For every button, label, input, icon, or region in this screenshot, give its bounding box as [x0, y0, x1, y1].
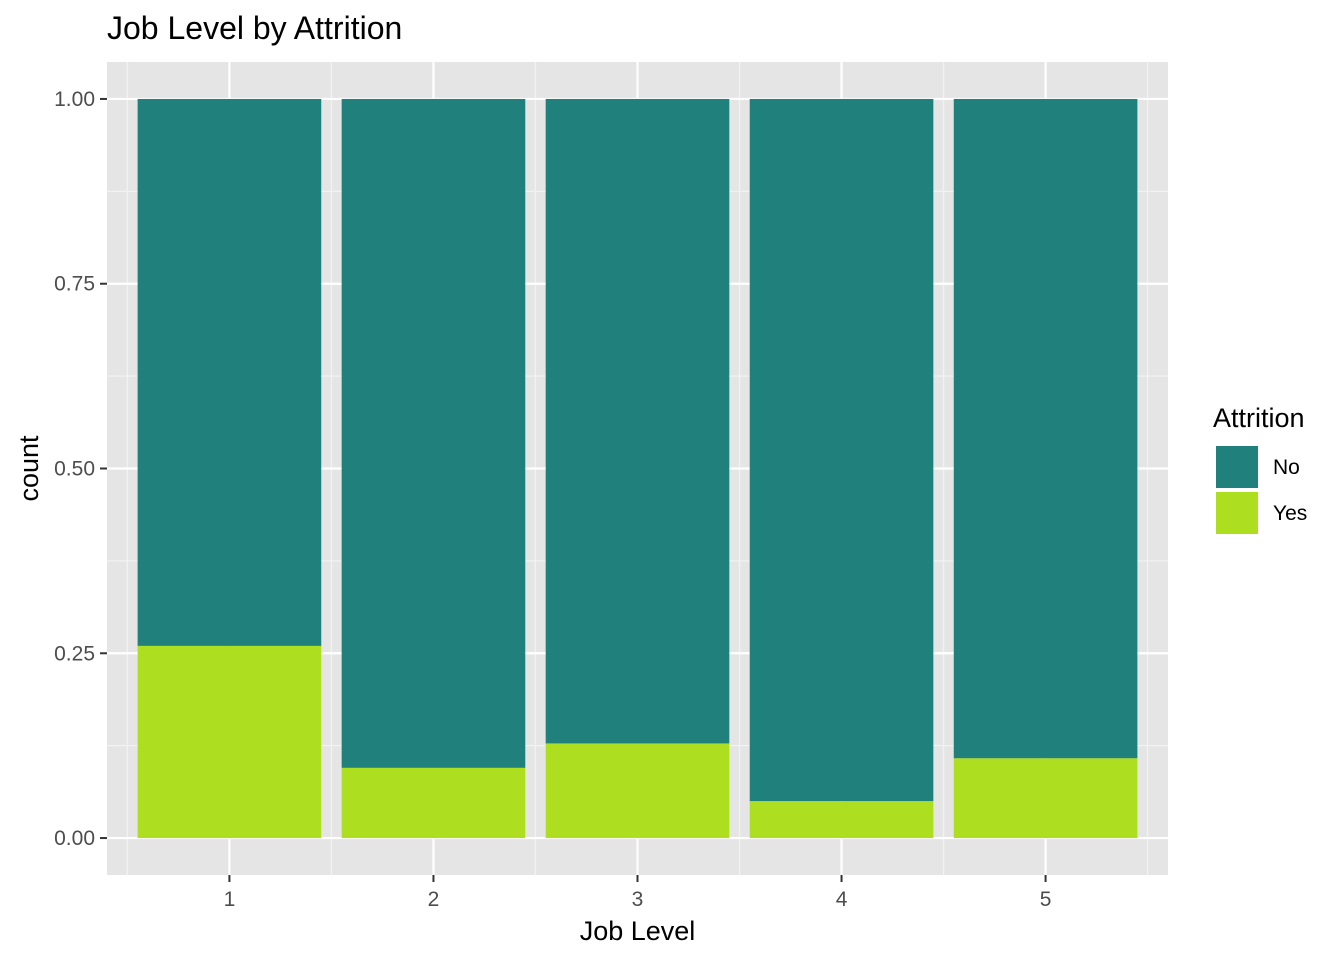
legend-label-no: No [1273, 456, 1300, 479]
x-tick-label: 1 [224, 888, 236, 911]
legend-label-yes: Yes [1273, 502, 1307, 525]
chart-title: Job Level by Attrition [107, 10, 402, 46]
bar-no-level-5 [953, 98, 1138, 759]
y-axis: 0.00 0.25 0.50 0.75 1.00 [54, 88, 107, 850]
bar-no-level-2 [341, 98, 526, 768]
x-tick-label: 3 [632, 888, 644, 911]
y-tick-label: 0.25 [54, 642, 95, 665]
bar-no-level-3 [545, 98, 730, 744]
legend-key-yes [1214, 490, 1260, 536]
x-tick-label: 5 [1040, 888, 1052, 911]
y-axis-title: count [14, 435, 44, 502]
y-tick-label: 0.50 [54, 458, 95, 481]
bar-yes-level-3 [545, 743, 730, 839]
bar-no-level-1 [137, 98, 322, 646]
x-tick-label: 2 [428, 888, 440, 911]
x-axis: 1 2 3 4 5 [224, 875, 1052, 911]
legend-title: Attrition [1213, 403, 1305, 433]
legend: Attrition No Yes [1213, 403, 1307, 536]
bar-no-level-4 [749, 98, 934, 802]
bar-yes-level-2 [341, 767, 526, 839]
y-tick-label: 1.00 [54, 88, 95, 111]
y-tick-label: 0.75 [54, 273, 95, 296]
legend-key-no [1214, 444, 1260, 490]
x-tick-label: 4 [836, 888, 848, 911]
bars [137, 98, 1138, 839]
x-axis-title: Job Level [580, 916, 696, 946]
bar-yes-level-5 [953, 758, 1138, 839]
bar-yes-level-4 [749, 801, 934, 839]
bar-yes-level-1 [137, 645, 322, 839]
y-tick-label: 0.00 [54, 827, 95, 850]
